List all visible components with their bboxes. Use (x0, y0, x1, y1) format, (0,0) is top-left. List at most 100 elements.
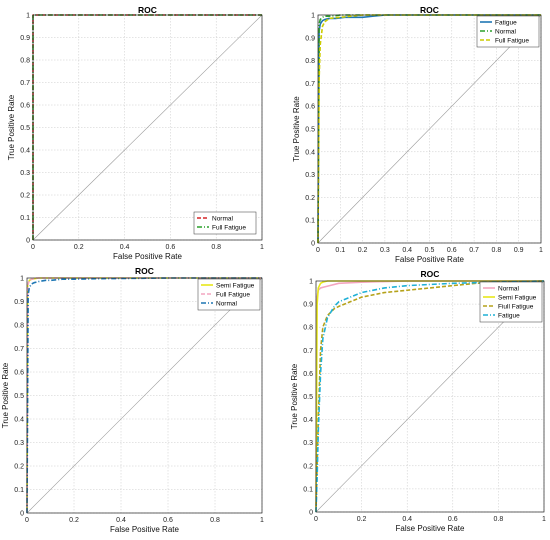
y-tick-label: 0.8 (20, 58, 30, 65)
legend: Fatigue Normal Full Fatigue (476, 15, 540, 48)
axes-frame (26, 277, 263, 514)
y-axis-label: True Positive Rate (1, 362, 10, 428)
legend-label: Semi Fatigue (216, 282, 255, 289)
y-tick-label: 0.6 (14, 370, 24, 377)
y-tick-label: 1 (309, 279, 313, 286)
chart-title: ROC (138, 5, 157, 15)
x-tick-label: 0.6 (166, 244, 176, 251)
y-tick-label: 0 (309, 510, 313, 517)
y-tick-label: 1 (311, 13, 315, 20)
x-tick-label: 0 (25, 517, 29, 524)
diagonal-reference-line (26, 277, 263, 514)
legend-label: Semi Fatigue (498, 294, 537, 301)
x-tick-label: 0.7 (469, 247, 479, 254)
axes-frame (315, 280, 545, 513)
y-tick-label: 0.6 (20, 103, 30, 110)
y-tick-label: 0.2 (20, 193, 30, 200)
x-axis-label: False Positive Rate (396, 524, 465, 533)
y-tick-label: 0.6 (305, 104, 315, 111)
y-tick-label: 0.9 (20, 35, 30, 42)
roc-panel-2: 0 0.1 0.2 0.3 0.4 0.5 0.6 0.7 0.8 0.9 1 0 0.1 0.2 0.3 0… (292, 5, 543, 264)
y-tick-label: 0.8 (303, 325, 313, 332)
x-tick-label: 0.8 (210, 517, 220, 524)
roc-panel-1: 0 0.2 0.4 0.6 0.8 1 0 0.1 0.2 0.3 0.4 0.5 0.6 0.7 0.8 0… (7, 5, 264, 261)
x-tick-label: 0.8 (211, 244, 221, 251)
x-tick-label: 0.8 (494, 516, 504, 523)
axes-frame (32, 14, 263, 241)
x-tick-label: 0.2 (358, 247, 368, 254)
y-tick-label: 0.3 (14, 440, 24, 447)
legend: Normal Full Fatigue (193, 211, 257, 235)
x-tick-label: 1 (260, 244, 264, 251)
legend-label: Full Fatigue (495, 37, 529, 44)
x-tick-label: 0.3 (380, 247, 390, 254)
y-tick-label: 1 (20, 276, 24, 283)
y-tick-label: 0.4 (14, 417, 24, 424)
x-tick-label: 0.6 (163, 517, 173, 524)
legend-box (476, 15, 540, 48)
y-tick-label: 0.7 (20, 80, 30, 87)
y-tick-label: 0.3 (303, 440, 313, 447)
chart-title: ROC (135, 266, 154, 276)
y-tick-label: 0.7 (14, 346, 24, 353)
legend-label: Fatigue (495, 19, 517, 26)
x-tick-label: 0.2 (74, 244, 84, 251)
legend: Normal Semi Fatigue Fiull Fatigue Fatigue (479, 281, 543, 323)
y-tick-label: 0.1 (20, 215, 30, 222)
x-tick-label: 0.9 (514, 247, 524, 254)
x-axis-label: False Positive Rate (113, 252, 182, 261)
y-tick-label: 0.8 (14, 323, 24, 330)
y-axis-label: True Positive Rate (290, 363, 299, 429)
x-tick-label: 0.4 (116, 517, 126, 524)
y-tick-label: 0.8 (305, 58, 315, 65)
y-tick-label: 0.9 (303, 302, 313, 309)
roc-curve-full-fatigue (317, 14, 541, 244)
y-tick-label: 0.9 (305, 35, 315, 42)
x-tick-label: 0.4 (120, 244, 130, 251)
y-axis-label: True Positive Rate (7, 94, 16, 160)
roc-curve-full-fatigue (26, 277, 262, 514)
legend-box (193, 211, 257, 235)
y-tick-label: 0.1 (305, 218, 315, 225)
x-tick-label: 0.6 (448, 516, 458, 523)
roc-panel-4: 0 0.2 0.4 0.6 0.8 1 0 0.1 0.2 0.3 0.4 0.5 0.6 0.7 0.8 0… (290, 269, 546, 533)
y-tick-label: 0.4 (303, 417, 313, 424)
x-tick-label: 0 (314, 516, 318, 523)
y-axis-label: True Positive Rate (292, 96, 301, 162)
y-tick-label: 0.7 (303, 348, 313, 355)
legend-label: Fatigue (498, 312, 520, 319)
y-tick-label: 0.3 (305, 172, 315, 179)
y-tick-label: 0.1 (14, 487, 24, 494)
x-tick-label: 0 (31, 244, 35, 251)
legend-label: Fiull Fatigue (498, 303, 534, 310)
roc-curve-normal (317, 14, 541, 244)
x-tick-label: 0.6 (447, 247, 457, 254)
x-tick-label: 0.4 (402, 516, 412, 523)
chart-title: ROC (420, 5, 439, 15)
diagonal-reference-line (317, 14, 542, 244)
y-tick-label: 0.1 (303, 486, 313, 493)
x-tick-label: 0.5 (425, 247, 435, 254)
y-tick-label: 0.6 (303, 371, 313, 378)
roc-panel-3: 0 0.2 0.4 0.6 0.8 1 0 0.1 0.2 0.3 0.4 0.5 0.6 0.7 0.8 0… (1, 266, 264, 534)
y-tick-label: 0.2 (305, 195, 315, 202)
legend: Semi Fatigue Full Fatigue Normal (197, 278, 261, 311)
y-tick-label: 1 (26, 13, 30, 20)
legend-label: Normal (212, 215, 234, 222)
y-tick-label: 0.3 (20, 170, 30, 177)
y-tick-label: 0.2 (303, 463, 313, 470)
legend-label: Full Fatigue (212, 224, 246, 231)
diagonal-reference-line (32, 14, 263, 241)
y-tick-label: 0.4 (20, 148, 30, 155)
legend-label: Normal (495, 28, 517, 35)
roc-curve-fiull-fatigue (315, 280, 545, 513)
y-tick-label: 0.5 (305, 127, 315, 134)
x-tick-label: 1 (539, 247, 543, 254)
chart-title: ROC (421, 269, 440, 279)
axes-frame (317, 14, 542, 244)
legend-label: Normal (498, 285, 520, 292)
x-tick-label: 0.2 (357, 516, 367, 523)
x-tick-label: 0.2 (69, 517, 79, 524)
x-tick-label: 0.4 (402, 247, 412, 254)
